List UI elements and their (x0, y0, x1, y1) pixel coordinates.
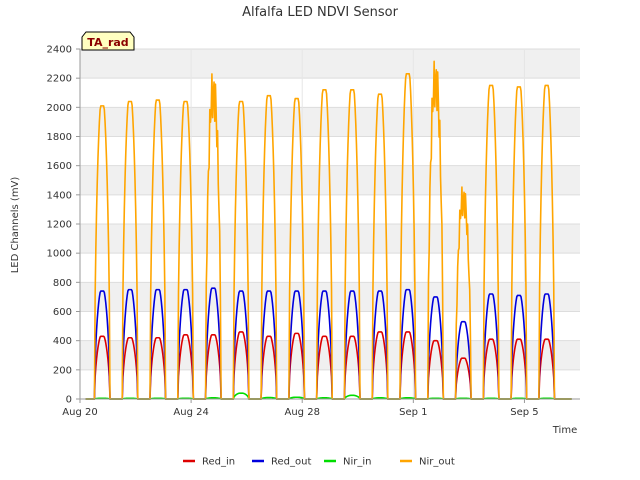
y-tick-label: 400 (53, 336, 72, 347)
x-tick-label: Aug 20 (62, 407, 97, 418)
y-tick-label: 2400 (47, 45, 72, 56)
y-tick-label: 2000 (47, 103, 72, 114)
legend-item-red-in: Red_in (183, 457, 235, 468)
y-axis-label: LED Channels (mV) (10, 177, 21, 274)
x-tick-label: Sep 1 (399, 407, 427, 418)
x-tick-label: Aug 28 (285, 407, 320, 418)
series-line-nir-in (85, 392, 572, 400)
legend-item-nir-in: Nir_in (324, 457, 372, 468)
y-tick-label: 800 (53, 278, 72, 289)
y-tick-label: 1000 (47, 249, 72, 260)
station-badge: TA_rad (81, 31, 135, 51)
badge-box (81, 31, 135, 51)
series-line-nir-out (85, 60, 572, 400)
band (80, 49, 580, 79)
legend-label: Red_in (202, 457, 235, 468)
badge-text: TA_rad (87, 36, 128, 49)
band (80, 282, 580, 312)
series-line-red-in (85, 331, 572, 400)
x-axis-label: Time (552, 425, 577, 436)
y-tick-label: 1200 (47, 220, 72, 231)
legend-label: Nir_out (419, 457, 455, 468)
legend-item-red-out: Red_out (252, 457, 311, 468)
y-tick-label: 2200 (47, 74, 72, 85)
y-tick-label: 1800 (47, 132, 72, 143)
y-tick-label: 1400 (47, 190, 72, 201)
legend-item-nir-out: Nir_out (400, 457, 455, 468)
y-tick-label: 1600 (47, 161, 72, 172)
legend-label: Nir_in (343, 457, 372, 468)
y-tick-label: 0 (66, 395, 72, 406)
y-tick-label: 200 (53, 365, 72, 376)
x-tick-label: Sep 5 (510, 407, 538, 418)
legend: Red_in Red_out Nir_in Nir_out (183, 457, 455, 468)
axes: 0 200 400 600 800 1000 1200 1400 1600 1800 2000 220… (47, 45, 580, 418)
chart-title: Alfalfa LED NDVI Sensor (242, 5, 399, 20)
band (80, 107, 580, 137)
x-tick-label: Aug 24 (173, 407, 208, 418)
y-tick-label: 600 (53, 307, 72, 318)
legend-label: Red_out (271, 457, 311, 468)
series-line-red-out (85, 287, 572, 400)
series-lines (85, 60, 572, 400)
